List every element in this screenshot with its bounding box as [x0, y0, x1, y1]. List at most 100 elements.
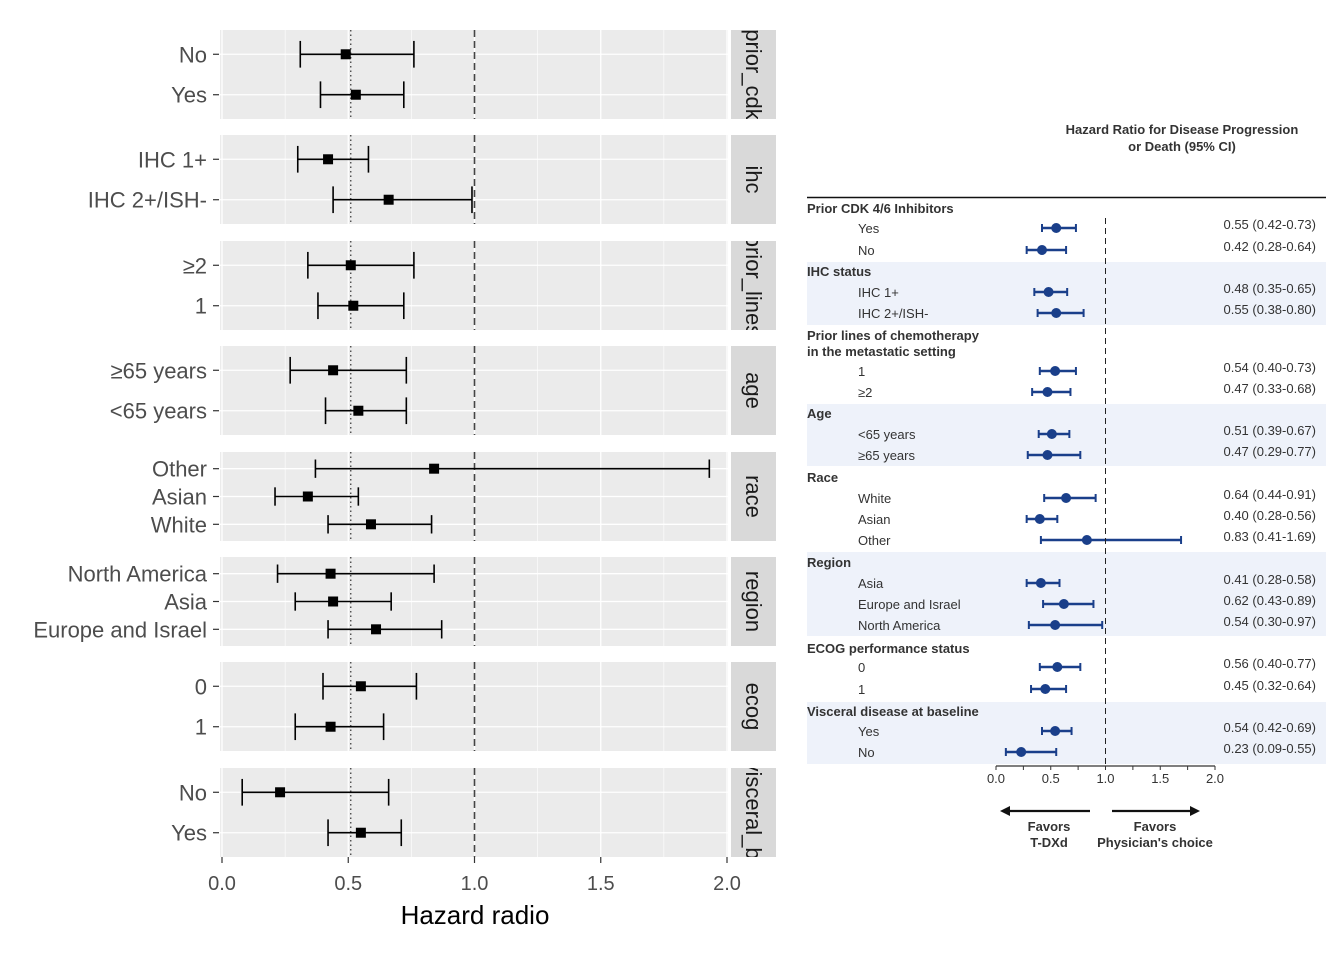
subgroup-label: ≥65 years	[858, 448, 915, 463]
subgroup-row: No 0.42 (0.28-0.64)	[858, 239, 1316, 258]
hr-point-square	[275, 787, 286, 798]
hr-point-circle	[1050, 366, 1061, 376]
hr-point-square	[325, 568, 336, 579]
forest-row: 0	[195, 672, 418, 700]
subgroup-row: 0 0.56 (0.40-0.77)	[858, 656, 1316, 675]
hr-point-circle	[1081, 535, 1092, 545]
hr-point-circle	[1058, 599, 1069, 609]
forest-row: North America	[68, 562, 435, 587]
strip-label-group: race	[741, 475, 766, 518]
x-tick-label: 0.5	[1042, 771, 1060, 786]
x-tick-label: 0.0	[208, 873, 236, 895]
forest-row: No	[179, 778, 390, 806]
hr-point-square	[365, 519, 376, 530]
facet-strip-label: ecog	[741, 683, 766, 731]
hr-point-circle	[1043, 287, 1054, 297]
subgroup-row: <65 years 0.51 (0.39-0.67)	[858, 423, 1316, 442]
left-faceted-forest-plot: No Yes prior_cdk IHC 1+ IHC 2+/ISH-ihc ≥2 1 pri…	[33, 29, 776, 930]
subgroup-header: Prior CDK 4/6 Inhibitors	[807, 201, 954, 216]
subgroup-label: 1	[858, 364, 865, 379]
hr-point-circle	[1042, 450, 1053, 460]
facet-strip	[731, 241, 776, 330]
forest-row: ≥65 years	[111, 356, 408, 384]
strip-label-group: prior_cdk	[741, 29, 766, 120]
facet-panel-ecog: 0 1 ecog	[195, 662, 776, 751]
hr-point-square	[353, 405, 364, 416]
x-tick-label: 1.0	[1096, 771, 1114, 786]
subgroup-label: No	[858, 243, 875, 258]
forest-row: Asian	[152, 485, 360, 510]
facet-panel-prior_lines: ≥2 1 prior_lines	[183, 241, 776, 330]
hr-ci-value: 0.42 (0.28-0.64)	[1223, 239, 1316, 254]
forest-row: IHC 1+	[138, 145, 370, 173]
y-tick-label: 1	[195, 715, 207, 740]
facet-strip-label: prior_cdk	[741, 29, 766, 120]
hr-point-square	[323, 154, 334, 165]
hr-point-square	[371, 624, 382, 635]
strip-label-group: prior_lines	[741, 241, 766, 330]
hr-point-square	[340, 49, 351, 60]
forest-row: 1	[195, 713, 385, 741]
subgroup-row: Asian 0.40 (0.28-0.56)	[858, 508, 1316, 527]
subgroup-header: in the metastatic setting	[807, 344, 956, 359]
hr-ci-value: 0.40 (0.28-0.56)	[1223, 508, 1316, 523]
y-tick-label: IHC 2+/ISH-	[88, 188, 207, 213]
subgroup-label: Asian	[858, 512, 891, 527]
facet-panel-age: ≥65 years <65 years age	[110, 346, 776, 435]
forest-row: Europe and Israel	[33, 617, 443, 642]
hr-ci-value: 0.23 (0.09-0.55)	[1223, 741, 1316, 756]
strip-label-group: region	[741, 571, 766, 632]
forest-row: <65 years	[110, 397, 408, 425]
subgroup-row: 1 0.54 (0.40-0.73)	[858, 360, 1316, 379]
hr-ci-value: 0.47 (0.29-0.77)	[1223, 444, 1316, 459]
subgroup-label: North America	[858, 618, 941, 633]
subgroup-label: Other	[858, 533, 891, 548]
forest-row: Asia	[164, 590, 392, 615]
subgroup-row: ≥65 years 0.47 (0.29-0.77)	[858, 444, 1316, 463]
y-tick-label: ≥65 years	[111, 358, 207, 383]
right-arrow-icon	[1190, 806, 1200, 816]
shaded-band	[807, 552, 1326, 636]
subgroup-row: Yes 0.54 (0.42-0.69)	[858, 720, 1316, 739]
strip-label-group: ihc	[741, 165, 766, 193]
x-tick-label: 1.5	[1151, 771, 1169, 786]
subgroup-header: IHC status	[807, 264, 871, 279]
forest-row: Yes	[171, 819, 403, 847]
subgroup-block: Visceral disease at baseline Yes 0.54 (0.4…	[807, 702, 1326, 764]
subgroup-block: Race White 0.64 (0.44-0.91) Asian 0.40 (0.28…	[807, 470, 1316, 548]
subgroup-block: IHC status IHC 1+ 0.48 (0.35-0.65) IHC 2+/I…	[807, 262, 1326, 325]
y-tick-label: 0	[195, 674, 207, 699]
hr-point-circle	[1052, 662, 1063, 672]
hr-ci-value: 0.55 (0.38-0.80)	[1223, 302, 1316, 317]
hr-ci-value: 0.41 (0.28-0.58)	[1223, 572, 1316, 587]
y-tick-label: White	[151, 512, 207, 537]
x-axis-title: Hazard radio	[401, 900, 550, 930]
hr-point-circle	[1046, 429, 1057, 439]
hr-point-circle	[1016, 747, 1027, 757]
hr-ci-value: 0.48 (0.35-0.65)	[1223, 281, 1316, 296]
subgroup-row: 1 0.45 (0.32-0.64)	[858, 678, 1316, 697]
hr-ci-value: 0.54 (0.40-0.73)	[1223, 360, 1316, 375]
facet-strip	[731, 557, 776, 646]
subgroup-row: White 0.64 (0.44-0.91)	[858, 487, 1316, 506]
subgroup-row: IHC 1+ 0.48 (0.35-0.65)	[858, 281, 1316, 300]
y-tick-label: ≥2	[183, 253, 207, 278]
y-tick-label: Yes	[171, 821, 207, 846]
x-tick-label: 2.0	[713, 873, 741, 895]
subgroup-header: Race	[807, 470, 838, 485]
hr-point-square	[348, 300, 359, 311]
subgroup-label: IHC 2+/ISH-	[858, 306, 928, 321]
y-tick-label: Asia	[164, 590, 208, 615]
facet-panel-prior_cdk: No Yes prior_cdk	[171, 29, 776, 120]
facet-strip-label: region	[741, 571, 766, 632]
y-tick-label: Other	[152, 457, 207, 482]
facet-strip-label: age	[741, 372, 766, 409]
y-tick-label: IHC 1+	[138, 147, 207, 172]
hr-ci-value: 0.83 (0.41-1.69)	[1223, 529, 1316, 544]
forest-row: ≥2	[183, 251, 415, 279]
subgroup-label: Europe and Israel	[858, 597, 961, 612]
x-tick-label: 1.0	[461, 873, 489, 895]
